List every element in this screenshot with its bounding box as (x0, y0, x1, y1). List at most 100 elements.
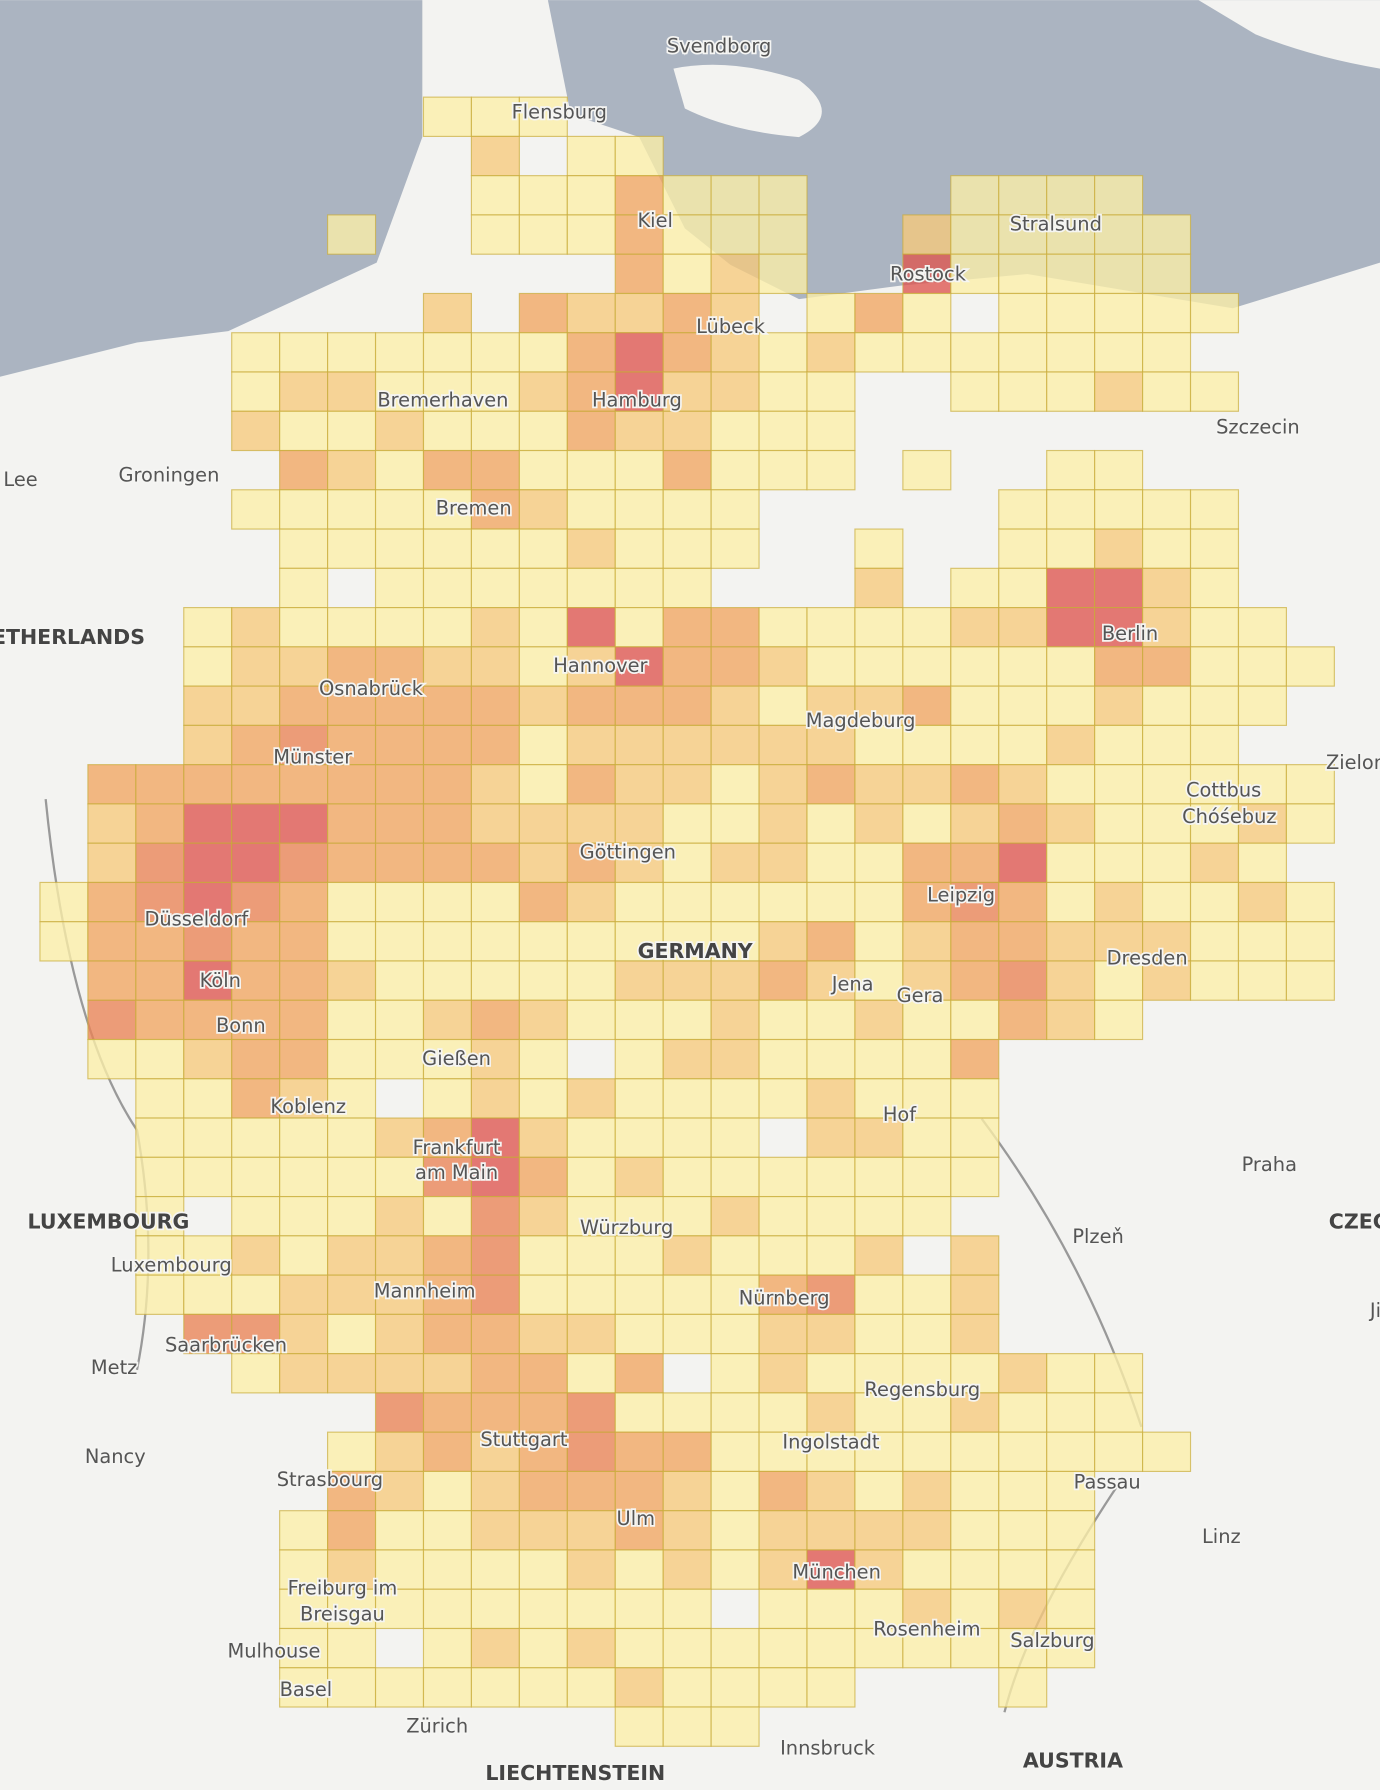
heat-cell (470, 1038, 520, 1080)
heat-cell (470, 724, 520, 766)
heat-cell (950, 1038, 1000, 1080)
heat-cell (518, 1038, 568, 1080)
heat-cell (422, 1549, 472, 1590)
heat-cell (422, 449, 472, 491)
heat-cell (614, 1117, 664, 1158)
heat-cell (422, 764, 472, 805)
heat-cell (710, 646, 760, 687)
heat-cell (1189, 371, 1240, 412)
heat-cell (614, 1353, 664, 1394)
heat-cell (518, 332, 568, 373)
heat-cell (662, 253, 712, 295)
heat-cell (758, 1156, 808, 1198)
heat-cell (327, 214, 377, 255)
heat-cell (518, 1117, 568, 1158)
heat-cell (710, 449, 760, 491)
place-label: Rosenheim (873, 1618, 980, 1641)
heat-cell (327, 960, 377, 1001)
heat-cell (470, 410, 520, 452)
heat-cell (518, 410, 568, 452)
heat-cell (183, 685, 233, 726)
heat-cell (710, 999, 760, 1041)
heat-cell (1094, 175, 1144, 216)
heat-cell (470, 1313, 520, 1355)
heat-cell (950, 253, 1000, 295)
place-label: Innsbruck (780, 1736, 876, 1759)
heat-cell (470, 135, 520, 177)
heat-cell (470, 1470, 520, 1512)
heat-cell (422, 489, 472, 530)
heat-cell (374, 1195, 425, 1237)
heat-cell (1094, 253, 1144, 295)
heat-cell (806, 803, 856, 844)
heat-cell (1094, 921, 1144, 962)
heat-cell (710, 1392, 760, 1433)
country-label: ETHERLANDS (0, 625, 145, 649)
heat-cell (470, 1549, 520, 1590)
heat-cell (518, 1667, 568, 1708)
heat-cell (902, 332, 952, 373)
place-label: am Main (415, 1161, 498, 1184)
heat-cell (614, 292, 664, 334)
heat-cell (1094, 999, 1144, 1041)
heat-cell (566, 1117, 616, 1158)
heat-cell (566, 567, 616, 609)
heat-cell (422, 1078, 472, 1119)
heat-cell (87, 960, 137, 1001)
heat-cell (87, 803, 137, 844)
heat-cell (566, 881, 616, 923)
heat-cell (470, 1274, 520, 1315)
heat-cell (662, 332, 712, 373)
heat-cell (614, 1627, 664, 1669)
heat-cell (1189, 842, 1240, 884)
heat-cell (279, 607, 329, 648)
heat-cell (327, 449, 377, 491)
heat-cell (1046, 1588, 1096, 1630)
heat-cell (231, 1038, 281, 1080)
heat-cell (374, 1235, 425, 1276)
place-label: Nancy (85, 1445, 146, 1468)
heat-cell (1046, 1353, 1096, 1394)
heat-cell (470, 1667, 520, 1708)
heat-cell (806, 881, 856, 923)
heat-cell (327, 607, 377, 648)
heat-cell (998, 214, 1048, 255)
heat-cell (614, 1038, 664, 1080)
heat-cell (374, 489, 425, 530)
heat-cell (470, 1235, 520, 1276)
country-label: LIECHTENSTEIN (485, 1761, 665, 1785)
heat-cell (806, 1117, 856, 1158)
place-label: Regensburg (864, 1378, 980, 1401)
heat-cell (1142, 528, 1192, 569)
heat-cell (279, 489, 329, 530)
heat-cell (422, 1235, 472, 1276)
heat-cell (1189, 567, 1240, 609)
heat-cell (422, 1274, 472, 1315)
heat-cell (1142, 724, 1192, 766)
heat-cell (374, 1274, 425, 1315)
heat-cell (902, 1549, 952, 1590)
heat-cell (470, 999, 520, 1041)
heat-cell (902, 1313, 952, 1355)
heat-cell (470, 1195, 520, 1237)
heat-cell (758, 881, 808, 923)
place-label: Köln (200, 969, 241, 992)
heat-cell (566, 175, 616, 216)
heat-cell (135, 921, 185, 962)
heat-cell (854, 646, 904, 687)
heat-cell (1046, 1470, 1096, 1512)
heat-cell (470, 1588, 520, 1630)
heat-cell (422, 567, 472, 609)
heat-cell (758, 1353, 808, 1394)
heat-cell (758, 764, 808, 805)
heat-cell (1046, 764, 1096, 805)
heat-cell (710, 607, 760, 648)
heat-cell (518, 1156, 568, 1198)
heat-cell (470, 332, 520, 373)
heat-cell (854, 1392, 904, 1433)
heat-cell (1142, 292, 1192, 334)
heat-cell (518, 842, 568, 884)
heat-cell (470, 607, 520, 648)
heat-cell (758, 1195, 808, 1237)
heat-cell (902, 921, 952, 962)
